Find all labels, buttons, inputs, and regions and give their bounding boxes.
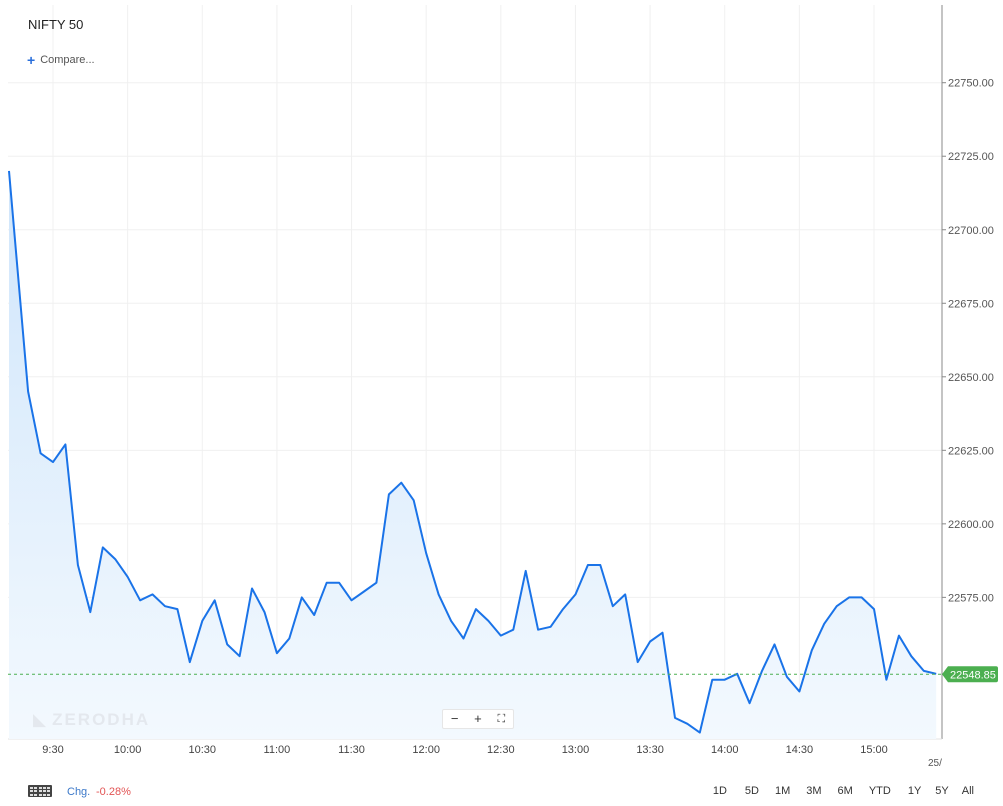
compare-button[interactable]: + Compare...	[27, 52, 95, 68]
y-tick-label: 22675.00	[948, 298, 994, 310]
range-ytd-button[interactable]: YTD	[868, 785, 891, 797]
x-tick-label: 13:00	[562, 744, 590, 756]
y-tick-label: 22725.00	[948, 151, 994, 163]
x-tick-label: 14:00	[711, 744, 739, 756]
price-chart[interactable]: 22750.00 22725.00 22700.00 22675.00 22650.00…	[8, 5, 1003, 775]
zerodha-watermark: ◣ ZERODHA	[33, 710, 150, 730]
range-6m-button[interactable]: 6M	[837, 785, 853, 797]
change-value: -0.28%	[96, 786, 131, 798]
y-tick-label: 22625.00	[948, 445, 994, 457]
watermark-text: ZERODHA	[52, 710, 151, 729]
y-tick-label: 22750.00	[948, 78, 994, 90]
x-tick-label: 11:00	[264, 744, 291, 756]
keyboard-icon[interactable]	[28, 785, 52, 797]
x-tick-label: 12:30	[487, 744, 515, 756]
y-tick-label: 22575.00	[948, 592, 994, 604]
zoom-controls: − + ⛶	[442, 709, 514, 729]
current-value-badge	[942, 666, 998, 683]
x-tick-label: 9:30	[42, 744, 63, 756]
price-line	[8, 170, 937, 734]
x-tick-label: 15:00	[860, 744, 888, 756]
range-1m-button[interactable]: 1M	[774, 785, 791, 797]
x-tick-label: 13:30	[636, 744, 664, 756]
zoom-out-button[interactable]: −	[450, 711, 459, 726]
y-tick-label: 22650.00	[948, 372, 994, 384]
change-label: Chg.	[67, 786, 91, 798]
chart-area[interactable]: 22750.00 22725.00 22700.00 22675.00 22650.00…	[8, 5, 998, 756]
y-tick-label: 22600.00	[948, 519, 994, 531]
range-1d-button[interactable]: 1D	[712, 785, 727, 797]
y-tick-label: 22700.00	[948, 225, 994, 237]
x-tick-label: 12:00	[412, 744, 440, 756]
fullscreen-button[interactable]: ⛶	[497, 713, 506, 725]
range-selector: 1D 5D 1M 3M 6M YTD 1Y 5Y All	[713, 785, 974, 797]
range-5y-button[interactable]: 5Y	[935, 785, 949, 797]
zoom-in-button[interactable]: +	[474, 711, 482, 726]
current-value-label: 22548.85	[950, 669, 996, 681]
bottom-toolbar: Chg. -0.28% 1D 5D 1M 3M 6M YTD 1Y 5Y All	[0, 778, 1003, 806]
date-label-partial: 25/	[928, 758, 942, 769]
range-all-button[interactable]: All	[961, 785, 974, 797]
x-tick-label: 10:30	[189, 744, 217, 756]
compare-label: Compare...	[40, 54, 95, 66]
range-3m-button[interactable]: 3M	[806, 785, 822, 797]
x-tick-label: 11:30	[338, 744, 365, 756]
zerodha-logo-icon: ◣	[33, 710, 49, 729]
plus-icon: +	[27, 52, 36, 68]
chart-title: NIFTY 50	[28, 17, 84, 32]
x-tick-label: 10:00	[114, 744, 142, 756]
range-1y-button[interactable]: 1Y	[907, 785, 922, 797]
area-fill	[9, 170, 937, 739]
range-5d-button[interactable]: 5D	[744, 785, 759, 797]
x-tick-label: 14:30	[786, 744, 814, 756]
